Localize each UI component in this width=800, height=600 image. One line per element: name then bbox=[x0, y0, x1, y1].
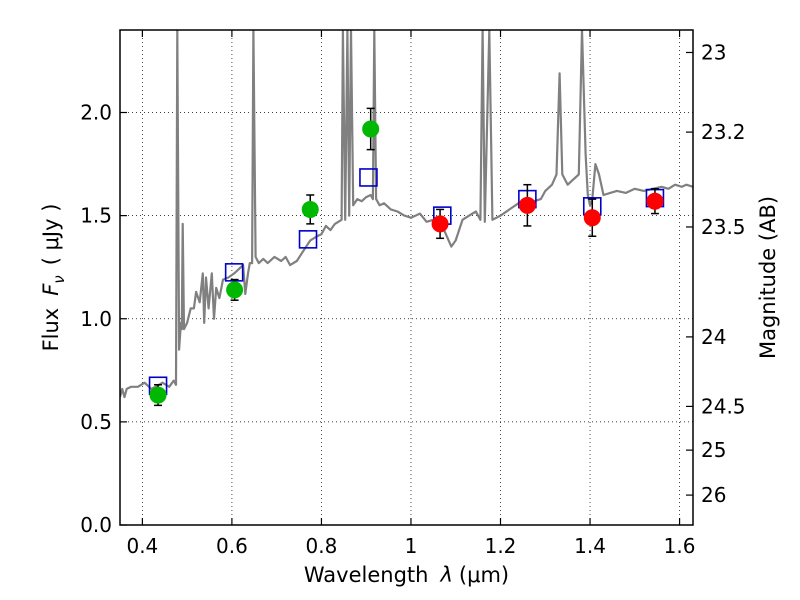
model-box-marker bbox=[359, 168, 378, 187]
x-tick-label: 1.2 bbox=[485, 534, 517, 558]
y2-tick-label: 24.5 bbox=[701, 394, 746, 418]
model-box-marker bbox=[298, 230, 318, 249]
y-tick-label: 2.0 bbox=[80, 101, 112, 125]
magnitude-axis-label: Magnitude (AB) bbox=[756, 196, 780, 359]
plot-frame bbox=[119, 29, 694, 526]
photometry-layer bbox=[149, 107, 664, 407]
y-tick-label: 1.5 bbox=[80, 204, 112, 228]
model-spectrum-layer bbox=[120, 30, 693, 399]
y-tick-label: 0.5 bbox=[80, 410, 112, 434]
y2-tick-label: 26 bbox=[701, 483, 726, 507]
y2-tick-label: 23.5 bbox=[701, 215, 746, 239]
y2-tick-label: 24 bbox=[701, 325, 726, 349]
y-tick-label: 1.0 bbox=[80, 307, 112, 331]
y-axis-label: FluxFν( μJy ) bbox=[39, 204, 68, 352]
x-axis-label: Wavelength λ (μm) bbox=[304, 563, 509, 587]
model-box-layer bbox=[148, 168, 665, 396]
y2-tick-label: 25 bbox=[701, 438, 726, 462]
x-tick-label: 1.6 bbox=[664, 534, 696, 558]
axis-ticks: 0.4 0.6 0.8 1 1.2 1.4 1.6 0.0 0.5 1.0 1.5 2.0 23 23.2… bbox=[80, 30, 746, 558]
x-tick-label: 1.4 bbox=[574, 534, 606, 558]
model-spectrum-line bbox=[120, 30, 693, 399]
red-photometry-point bbox=[583, 209, 601, 227]
green-photometry-point bbox=[226, 281, 244, 299]
x-tick-label: 0.8 bbox=[306, 534, 338, 558]
y2-tick-label: 23 bbox=[701, 40, 726, 64]
red-photometry-point bbox=[518, 196, 536, 214]
x-tick-label: 1 bbox=[405, 534, 418, 558]
green-photometry-point bbox=[301, 200, 319, 218]
y-tick-label: 0.0 bbox=[80, 513, 112, 537]
grid-lines bbox=[120, 30, 693, 526]
green-photometry-point bbox=[149, 386, 167, 404]
x-tick-label: 0.6 bbox=[216, 534, 248, 558]
red-photometry-point bbox=[431, 215, 449, 233]
y2-tick-label: 23.2 bbox=[701, 120, 746, 144]
red-photometry-point bbox=[646, 192, 664, 210]
green-photometry-point bbox=[362, 120, 380, 138]
x-tick-label: 0.4 bbox=[126, 534, 158, 558]
